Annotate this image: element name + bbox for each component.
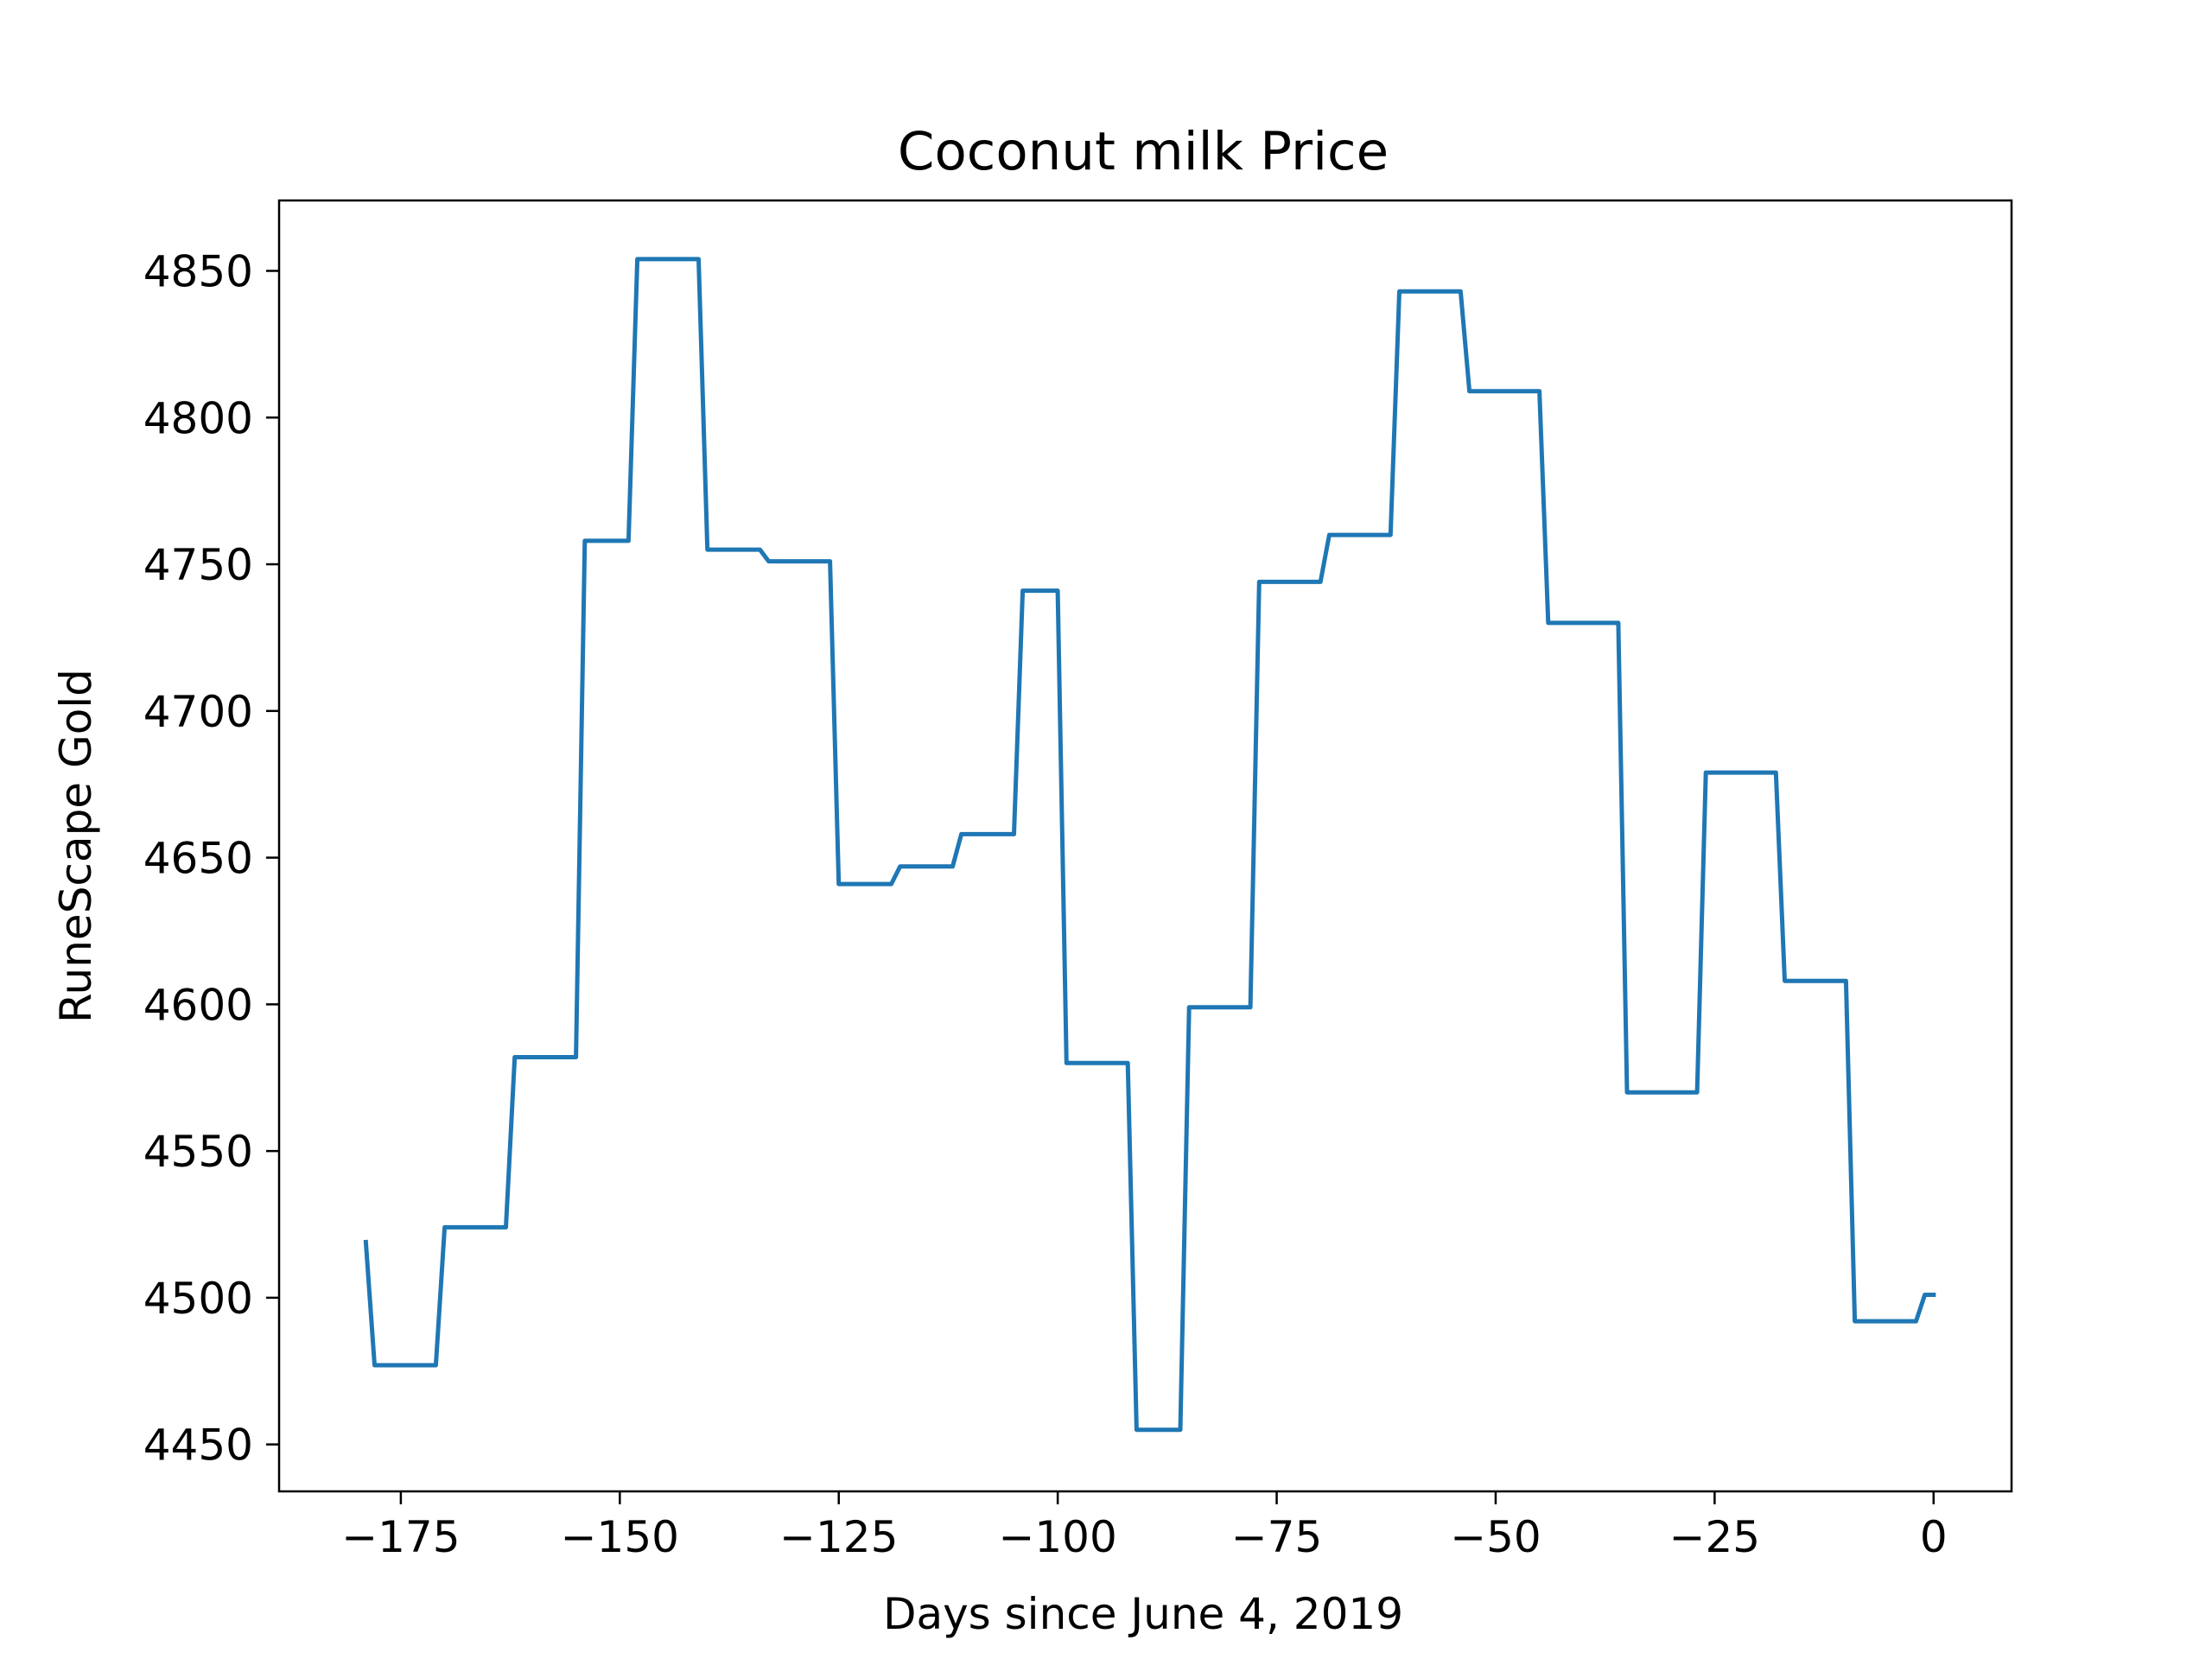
y-tick-label: 4550 [143, 1127, 253, 1177]
x-tick-label: −100 [998, 1512, 1116, 1562]
x-tick-label: −75 [1231, 1512, 1323, 1562]
y-tick-label: 4600 [143, 980, 253, 1030]
y-tick-label: 4800 [143, 393, 253, 443]
chart-title: Coconut milk Price [898, 121, 1389, 182]
y-tick-label: 4450 [143, 1421, 253, 1471]
x-axis-label: Days since June 4, 2019 [883, 1589, 1403, 1639]
x-tick-label: −175 [341, 1512, 460, 1562]
price-series-line [363, 257, 1936, 1433]
plot-frame [277, 199, 2013, 1493]
x-axis-ticks: −175 −150 −125 −100 −75 −50 −25 0 [341, 1491, 1948, 1562]
y-tick-label: 4850 [143, 246, 253, 296]
x-tick-label: −125 [779, 1512, 898, 1562]
x-tick-label: 0 [1920, 1512, 1948, 1562]
y-axis-label: RuneScape Gold [51, 669, 101, 1023]
x-tick-label: −150 [561, 1512, 679, 1562]
y-tick-label: 4500 [143, 1274, 253, 1324]
x-tick-label: −25 [1669, 1512, 1761, 1562]
y-tick-label: 4650 [143, 834, 253, 884]
x-tick-label: −50 [1450, 1512, 1541, 1562]
y-axis-ticks: 4450 4500 4550 4600 4650 4700 4750 4800 4850 [143, 246, 279, 1471]
y-tick-label: 4700 [143, 687, 253, 737]
y-tick-label: 4750 [143, 540, 253, 590]
